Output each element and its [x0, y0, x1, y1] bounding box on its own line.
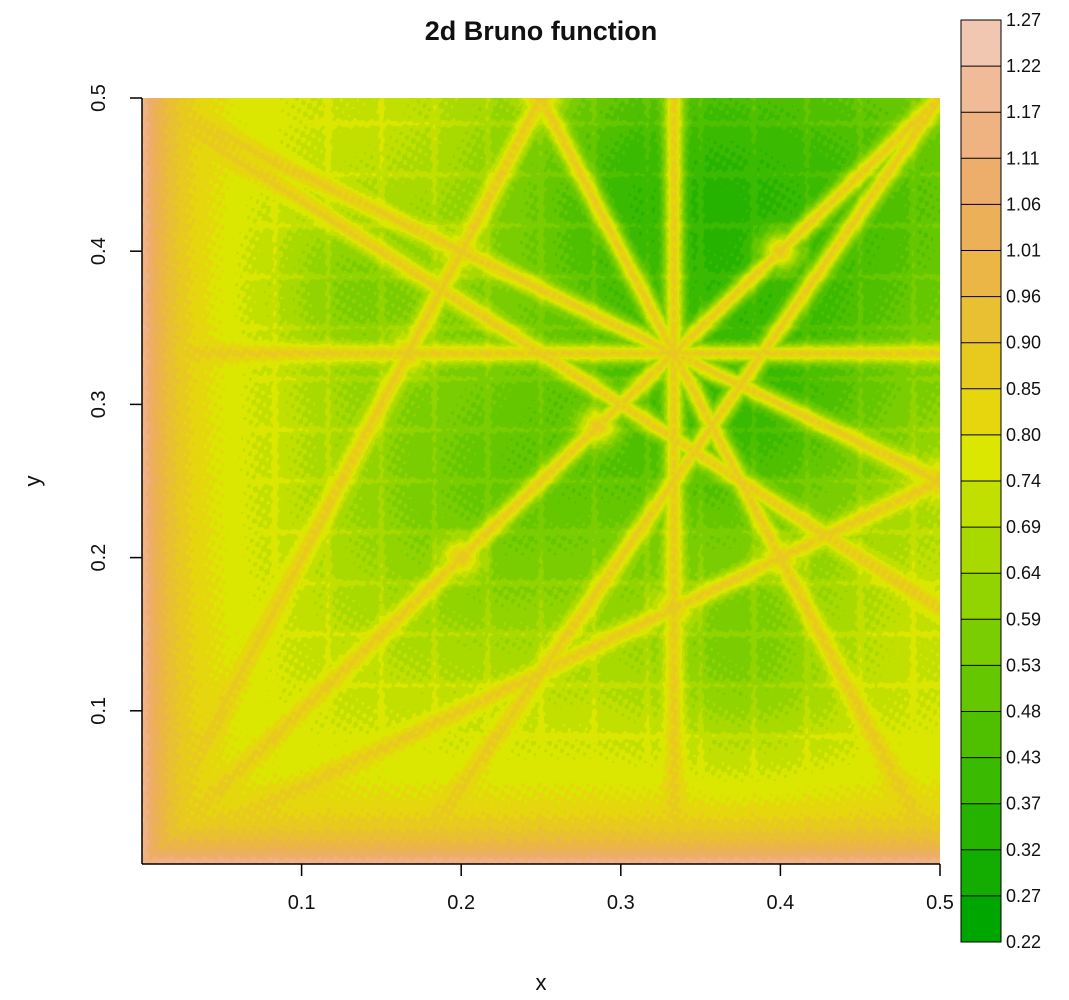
colorbar-swatch — [961, 20, 1001, 67]
x-tick-label: 0.2 — [447, 892, 475, 914]
colorbar-swatch — [961, 665, 1001, 712]
colorbar-label: 1.22 — [1006, 56, 1041, 76]
colorbar-label: 0.59 — [1006, 609, 1041, 629]
colorbar-swatch — [961, 66, 1001, 113]
colorbar-label: 0.90 — [1006, 333, 1041, 353]
x-axis-title: x — [536, 970, 547, 995]
colorbar-legend: 0.22 0.27 0.32 0.37 0.43 0.48 0.53 0.59 0.64 0.69… — [960, 10, 1041, 952]
colorbar-label: 0.43 — [1006, 748, 1041, 768]
x-axis: 0.1 0.2 0.3 0.4 0.5 — [142, 863, 954, 914]
colorbar-swatch — [961, 296, 1001, 343]
colorbar-label: 1.17 — [1006, 102, 1041, 122]
colorbar-label: 1.01 — [1006, 241, 1041, 261]
colorbar-swatch — [961, 711, 1001, 758]
colorbar-label: 1.11 — [1006, 148, 1040, 168]
x-tick-label: 0.1 — [288, 892, 316, 914]
colorbar-swatch — [961, 481, 1001, 528]
chart-title: 2d Bruno function — [425, 16, 657, 46]
colorbar-label: 1.06 — [1006, 194, 1041, 214]
colorbar-swatch — [961, 573, 1001, 620]
colorbar-label: 1.27 — [1006, 10, 1041, 30]
colorbar-swatch — [961, 895, 1001, 942]
colorbar-label: 0.85 — [1006, 379, 1041, 399]
colorbar-label: 0.80 — [1006, 425, 1041, 445]
plot-area — [142, 98, 940, 864]
colorbar-label: 0.64 — [1006, 563, 1041, 583]
x-tick-label: 0.4 — [766, 892, 794, 914]
colorbar-label: 0.74 — [1006, 471, 1041, 491]
colorbar-swatch — [961, 527, 1001, 574]
colorbar-swatch — [961, 757, 1001, 804]
y-tick-label: 0.4 — [88, 237, 110, 265]
colorbar-swatch — [961, 204, 1001, 251]
colorbar-label: 0.37 — [1006, 794, 1041, 814]
colorbar-label: 0.32 — [1006, 840, 1041, 860]
y-axis-title: y — [20, 476, 45, 487]
colorbar-label: 0.27 — [1006, 886, 1041, 906]
y-tick-label: 0.5 — [88, 84, 110, 112]
colorbar-label: 0.69 — [1006, 517, 1041, 537]
colorbar-label: 0.53 — [1006, 655, 1041, 675]
colorbar-swatch — [961, 112, 1001, 159]
y-tick-label: 0.2 — [88, 544, 110, 572]
colorbar-swatch — [961, 619, 1001, 666]
colorbar-swatch — [961, 158, 1001, 205]
heatmap-raster — [142, 98, 940, 864]
colorbar-label: 0.22 — [1006, 932, 1041, 952]
colorbar-label: 0.96 — [1006, 287, 1041, 307]
y-axis: 0.1 0.2 0.3 0.4 0.5 — [88, 84, 143, 864]
colorbar-swatch — [961, 342, 1001, 389]
colorbar-swatch — [961, 250, 1001, 297]
colorbar-swatch — [961, 803, 1001, 850]
colorbar-label: 0.48 — [1006, 702, 1041, 722]
x-tick-label: 0.5 — [926, 892, 954, 914]
colorbar-swatch — [961, 388, 1001, 435]
y-tick-label: 0.3 — [88, 390, 110, 418]
y-tick-label: 0.1 — [88, 697, 110, 725]
x-tick-label: 0.3 — [607, 892, 635, 914]
colorbar-swatch — [961, 849, 1001, 896]
colorbar-swatch — [961, 434, 1001, 481]
